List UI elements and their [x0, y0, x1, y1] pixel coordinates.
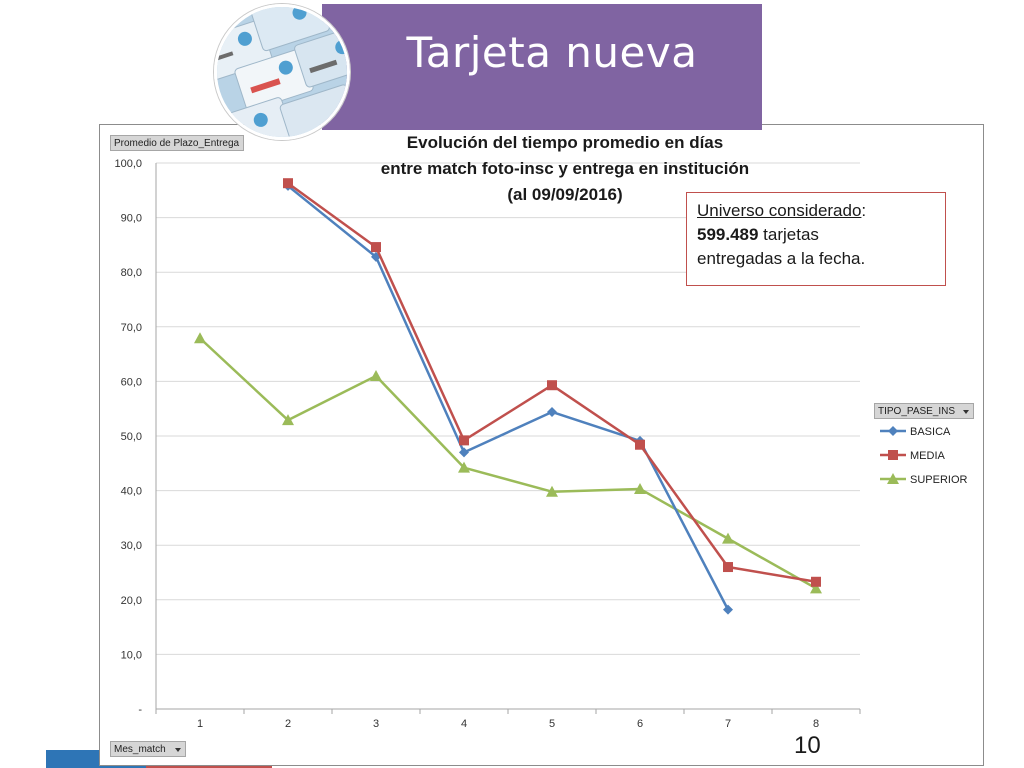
chart-title-line-2: entre match foto-insc y entrega en insti…: [380, 159, 750, 178]
data-point-square: [635, 439, 645, 450]
data-point-square: [371, 242, 381, 253]
x-tick-label: 3: [373, 718, 379, 730]
x-tick-label: 2: [285, 718, 291, 730]
y-tick-label: 100,0: [114, 158, 142, 170]
x-tick-label: 4: [461, 718, 467, 730]
legend-field-button[interactable]: TIPO_PASE_INS: [874, 403, 974, 419]
card-photo-image: [214, 4, 350, 140]
y-tick-label: 90,0: [121, 213, 142, 225]
chart-title: Evolución del tiempo promedio en días en…: [330, 130, 800, 208]
y-tick-label: 40,0: [121, 486, 142, 498]
slide-title: Tarjeta nueva: [406, 28, 698, 77]
data-point-square: [459, 435, 469, 446]
callout-line-3: entregadas a la fecha.: [697, 249, 866, 268]
chevron-down-icon: [963, 410, 969, 414]
y-tick-label: 20,0: [121, 595, 142, 607]
callout-count: 599.489: [697, 225, 759, 244]
value-field-label: Promedio de Plazo_Entrega: [114, 138, 240, 149]
callout-line-1-suffix: :: [861, 201, 867, 220]
chart-title-line-3: (al 09/09/2016): [507, 185, 623, 204]
chevron-down-icon: [175, 748, 181, 752]
y-tick-label: 70,0: [121, 322, 142, 334]
y-tick-label: -: [138, 704, 142, 716]
data-point-diamond: [547, 406, 557, 417]
y-tick-label: 50,0: [121, 431, 142, 443]
x-tick-label: 8: [813, 718, 819, 730]
data-point-square: [723, 562, 733, 573]
legend-label: MEDIA: [910, 450, 946, 462]
data-point-triangle: [810, 582, 822, 594]
y-tick-label: 80,0: [121, 267, 142, 279]
page-number: 10: [794, 732, 821, 759]
x-tick-label: 7: [725, 718, 731, 730]
y-tick-label: 30,0: [121, 540, 142, 552]
series-line-superior: [199, 337, 817, 590]
data-point-diamond: [459, 447, 469, 458]
legend-field-label: TIPO_PASE_INS: [878, 406, 956, 417]
data-point-triangle: [194, 332, 206, 344]
data-point-triangle: [887, 473, 899, 484]
legend-label: SUPERIOR: [910, 474, 968, 486]
y-tick-label: 60,0: [121, 376, 142, 388]
series-line-basica: [287, 184, 730, 611]
data-point-square: [811, 576, 821, 587]
data-point-triangle: [370, 369, 382, 381]
x-tick-label: 6: [637, 718, 643, 730]
data-point-triangle: [458, 461, 470, 473]
data-point-triangle: [282, 414, 294, 426]
data-point-square: [888, 450, 898, 460]
chart-title-line-1: Evolución del tiempo promedio en días: [406, 133, 724, 152]
value-field-button[interactable]: Promedio de Plazo_Entrega: [110, 135, 244, 151]
callout-line-2: tarjetas: [758, 225, 819, 244]
axis-field-button[interactable]: Mes_match: [110, 741, 186, 757]
header-banner: [322, 4, 762, 130]
y-tick-label: 10,0: [121, 649, 142, 661]
callout-line-1: Universo considerado: [697, 201, 862, 220]
legend-label: BASICA: [910, 426, 951, 438]
data-point-triangle: [546, 485, 558, 497]
data-point-diamond: [723, 604, 733, 615]
x-tick-label: 1: [197, 718, 203, 730]
data-point-triangle: [634, 482, 646, 494]
line-chart: - 10,0 20,0 30,0 40,0 50,0 60,0 70,0 80,0 90,0 100…: [114, 158, 968, 730]
data-point-square: [283, 178, 293, 189]
data-point-square: [547, 380, 557, 391]
decorative-red-bar: [146, 765, 272, 768]
data-point-triangle: [722, 532, 734, 544]
data-point-diamond: [888, 426, 898, 436]
axis-field-label: Mes_match: [114, 744, 166, 755]
x-tick-label: 5: [549, 718, 555, 730]
universe-callout: Universo considerado: 599.489 tarjetas e…: [686, 192, 946, 286]
